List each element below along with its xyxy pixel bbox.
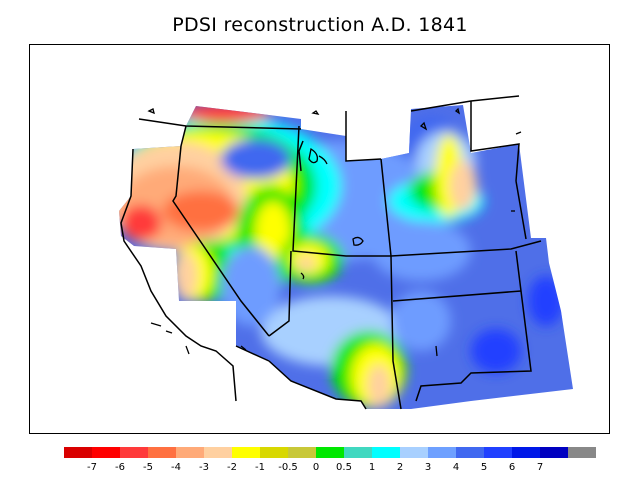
legend-swatch-6 xyxy=(232,447,260,458)
legend-swatch-11 xyxy=(372,447,400,458)
legend-tick-label: 3 xyxy=(425,462,431,473)
region-utah-wet-center xyxy=(221,246,281,326)
legend-swatch-12 xyxy=(400,447,428,458)
legend-tick-label: -6 xyxy=(115,462,125,473)
legend-tick-label: -0.5 xyxy=(278,462,298,473)
legend-tick-label: 7 xyxy=(537,462,543,473)
legend-swatch-3 xyxy=(148,447,176,458)
legend-tick-label: 0 xyxy=(313,462,319,473)
state-boundaries xyxy=(120,95,542,410)
region-arizona-dry xyxy=(367,364,391,408)
legend-tick-label: 1 xyxy=(369,462,375,473)
legend-swatch-13 xyxy=(428,447,456,458)
region-texas-wet xyxy=(528,276,564,326)
legend-swatch-9 xyxy=(316,447,344,458)
legend-swatch-17 xyxy=(540,447,568,458)
legend-tick-label: -2 xyxy=(227,462,237,473)
region-new-mexico-wet xyxy=(471,329,521,373)
legend-swatch-8 xyxy=(288,447,316,458)
legend-swatch-7 xyxy=(260,447,288,458)
legend-tick-label: -5 xyxy=(143,462,153,473)
map-title: PDSI reconstruction A.D. 1841 xyxy=(172,14,468,36)
region-idaho-wet xyxy=(221,139,291,179)
legend-tick-label: -7 xyxy=(87,462,97,473)
region-colorado-light xyxy=(371,221,471,281)
legend-swatch-2 xyxy=(120,447,148,458)
pdsi-field xyxy=(119,105,573,409)
legend-tick-label: -1 xyxy=(255,462,265,473)
legend-swatch-14 xyxy=(456,447,484,458)
legend-swatch-0 xyxy=(64,447,92,458)
pdsi-map xyxy=(119,95,573,410)
legend-tick-label: 0.5 xyxy=(336,462,352,473)
region-north-strip-red xyxy=(181,105,271,123)
legend-swatch-10 xyxy=(344,447,372,458)
legend-swatch-5 xyxy=(204,447,232,458)
region-nevada-yellow xyxy=(255,201,291,261)
legend-tick-label: 4 xyxy=(453,462,459,473)
map-frame xyxy=(29,44,610,434)
region-socal-dry xyxy=(174,251,198,301)
legend-swatch-16 xyxy=(512,447,540,458)
legend-tick-label: -3 xyxy=(199,462,209,473)
legend-tick-label: 6 xyxy=(509,462,515,473)
legend-swatch-4 xyxy=(176,447,204,458)
region-four-corners-dry xyxy=(296,255,316,271)
legend-labels: -7 -6 -5 -4 -3 -2 -1 -0.5 0 0.5 1 2 3 4 5 6 7 xyxy=(87,462,543,473)
region-coast-red xyxy=(121,205,161,241)
legend-swatch-1 xyxy=(92,447,120,458)
legend-swatches xyxy=(64,447,596,458)
legend-swatch-15 xyxy=(484,447,512,458)
region-nw-red-core xyxy=(163,191,239,231)
legend-tick-label: 2 xyxy=(397,462,403,473)
legend-swatch-18 xyxy=(568,447,596,458)
region-new-mexico-light xyxy=(391,291,451,351)
lakes xyxy=(147,107,522,357)
legend-tick-label: 5 xyxy=(481,462,487,473)
legend-tick-label: -4 xyxy=(171,462,181,473)
region-dakota-dry xyxy=(449,161,477,211)
